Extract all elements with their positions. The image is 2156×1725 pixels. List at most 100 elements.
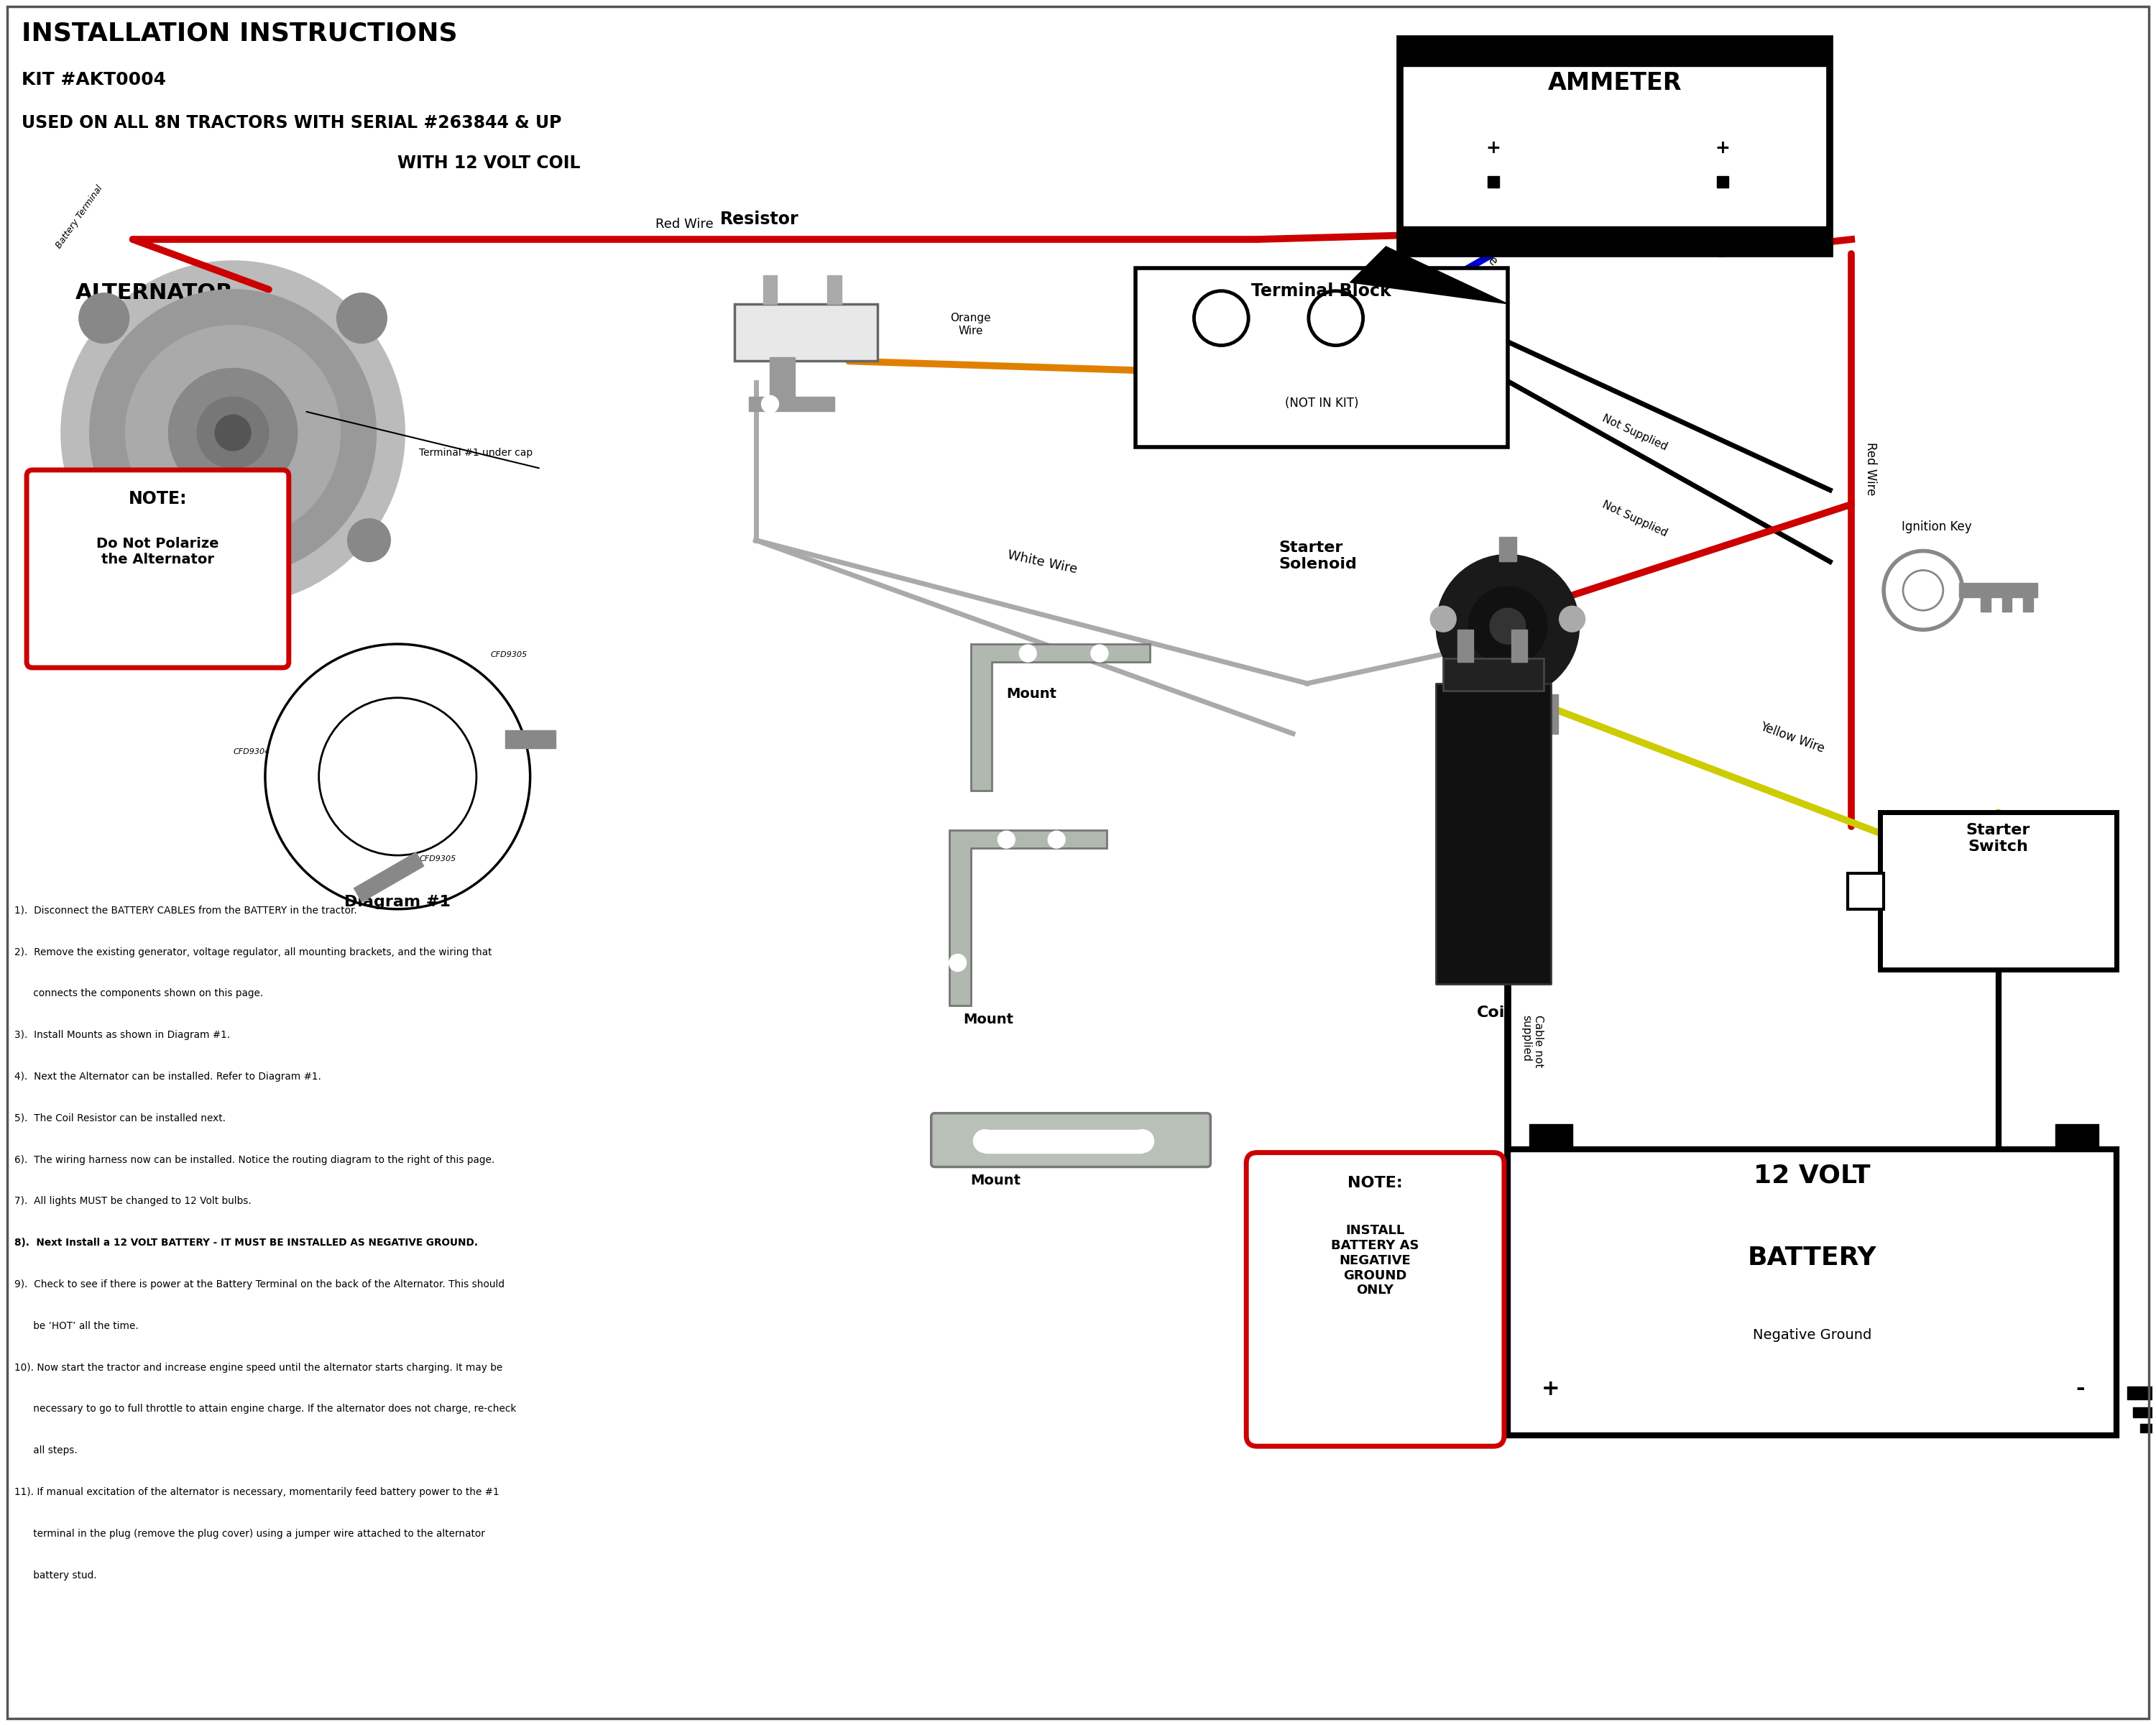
Bar bbox=[1498, 536, 1516, 562]
Text: INSTALL
BATTERY AS
NEGATIVE
GROUND
ONLY: INSTALL BATTERY AS NEGATIVE GROUND ONLY bbox=[1330, 1225, 1419, 1297]
Text: all steps.: all steps. bbox=[15, 1446, 78, 1456]
Text: NOTE:: NOTE: bbox=[129, 490, 188, 507]
Circle shape bbox=[1490, 609, 1526, 643]
Bar bbox=[1848, 873, 1884, 909]
Bar bbox=[1436, 683, 1550, 985]
Circle shape bbox=[1132, 1130, 1153, 1152]
Bar bbox=[770, 357, 796, 400]
Text: +: + bbox=[1460, 612, 1473, 626]
Text: battery stud.: battery stud. bbox=[15, 1570, 97, 1580]
Text: Negative Ground: Negative Ground bbox=[1753, 1328, 1871, 1342]
Text: 6).  The wiring harness now can be installed. Notice the routing diagram to the : 6). The wiring harness now can be instal… bbox=[15, 1154, 494, 1164]
Text: Mount: Mount bbox=[964, 1013, 1013, 1026]
Text: 11). If manual excitation of the alternator is necessary, momentarily feed batte: 11). If manual excitation of the alterna… bbox=[15, 1487, 500, 1497]
Text: be ‘HOT’ all the time.: be ‘HOT’ all the time. bbox=[15, 1321, 138, 1332]
Bar bbox=[354, 852, 425, 902]
Text: WITH 12 VOLT COIL: WITH 12 VOLT COIL bbox=[397, 155, 580, 173]
Text: Battery Terminal: Battery Terminal bbox=[54, 183, 103, 250]
Bar bbox=[2132, 1408, 2156, 1418]
Bar bbox=[735, 304, 877, 361]
Text: BATTERY: BATTERY bbox=[1749, 1245, 1876, 1270]
Polygon shape bbox=[970, 643, 1149, 790]
Text: -: - bbox=[1518, 612, 1524, 626]
Circle shape bbox=[80, 293, 129, 343]
Text: CFD9305: CFD9305 bbox=[418, 856, 455, 862]
Circle shape bbox=[168, 367, 298, 497]
Bar bbox=[828, 276, 841, 304]
Text: Starter
Switch: Starter Switch bbox=[1966, 823, 2031, 854]
Text: +: + bbox=[1714, 140, 1729, 157]
Circle shape bbox=[975, 1130, 996, 1152]
Circle shape bbox=[125, 326, 341, 540]
Bar bbox=[1880, 812, 2117, 969]
Bar bbox=[1399, 38, 1830, 66]
Text: Mount: Mount bbox=[1007, 687, 1056, 700]
Bar bbox=[1457, 693, 1559, 733]
Circle shape bbox=[60, 260, 405, 605]
Bar bbox=[2128, 1387, 2156, 1399]
Text: Not Supplied: Not Supplied bbox=[1600, 499, 1669, 538]
Text: CFD9305: CFD9305 bbox=[492, 652, 528, 659]
Text: terminal in the plug (remove the plug cover) using a jumper wire attached to the: terminal in the plug (remove the plug co… bbox=[15, 1528, 485, 1539]
Circle shape bbox=[347, 519, 390, 562]
Bar bbox=[1136, 267, 1507, 447]
Circle shape bbox=[196, 397, 270, 469]
Text: White Wire: White Wire bbox=[1007, 549, 1078, 576]
Circle shape bbox=[91, 290, 375, 576]
Text: 1).  Disconnect the BATTERY CABLES from the BATTERY in the tractor.: 1). Disconnect the BATTERY CABLES from t… bbox=[15, 906, 358, 916]
Bar bbox=[1399, 226, 1830, 254]
Text: Blue Wire: Blue Wire bbox=[1451, 219, 1501, 267]
FancyBboxPatch shape bbox=[931, 1113, 1210, 1166]
Text: Starter
Solenoid: Starter Solenoid bbox=[1279, 540, 1356, 571]
Text: +: + bbox=[1542, 1378, 1561, 1399]
Circle shape bbox=[761, 395, 778, 412]
Text: 7).  All lights MUST be changed to 12 Volt bulbs.: 7). All lights MUST be changed to 12 Vol… bbox=[15, 1195, 252, 1206]
Text: Red Wire: Red Wire bbox=[1865, 442, 1878, 495]
Polygon shape bbox=[1350, 247, 1507, 304]
Text: Terminal Block: Terminal Block bbox=[1250, 283, 1391, 300]
Text: 9).  Check to see if there is power at the Battery Terminal on the back of the A: 9). Check to see if there is power at th… bbox=[15, 1280, 505, 1289]
Bar bbox=[1507, 1149, 2117, 1435]
Bar bbox=[505, 730, 556, 749]
Text: KIT #AKT0004: KIT #AKT0004 bbox=[22, 71, 166, 88]
Bar bbox=[985, 1130, 1143, 1152]
Text: Not Supplied: Not Supplied bbox=[1600, 412, 1669, 452]
Circle shape bbox=[1468, 587, 1548, 666]
Bar bbox=[1399, 38, 1830, 254]
Circle shape bbox=[1429, 605, 1455, 631]
Circle shape bbox=[998, 831, 1015, 849]
Bar bbox=[2141, 1425, 2156, 1433]
Bar bbox=[2003, 588, 2012, 612]
Text: CFD9304: CFD9304 bbox=[233, 749, 270, 756]
FancyBboxPatch shape bbox=[1246, 1152, 1505, 1446]
Text: 12V: 12V bbox=[1485, 837, 1501, 845]
FancyBboxPatch shape bbox=[26, 469, 289, 668]
Bar bbox=[763, 276, 776, 304]
Text: Red Wire: Red Wire bbox=[655, 217, 714, 231]
Text: AMMETER: AMMETER bbox=[1548, 71, 1682, 95]
Circle shape bbox=[1559, 605, 1585, 631]
Bar bbox=[1511, 630, 1526, 662]
Circle shape bbox=[336, 293, 386, 343]
Text: 10). Now start the tractor and increase engine speed until the alternator starts: 10). Now start the tractor and increase … bbox=[15, 1363, 502, 1373]
Circle shape bbox=[949, 954, 966, 971]
Text: Do Not Polarize
the Alternator: Do Not Polarize the Alternator bbox=[97, 536, 220, 566]
Text: NOTE:: NOTE: bbox=[1348, 1176, 1404, 1190]
Text: 2).  Remove the existing generator, voltage regulator, all mounting brackets, an: 2). Remove the existing generator, volta… bbox=[15, 947, 492, 957]
Bar bbox=[2022, 597, 2033, 612]
Text: (NOT IN KIT): (NOT IN KIT) bbox=[1285, 397, 1358, 411]
Text: 12 VOLT: 12 VOLT bbox=[1753, 1163, 1871, 1189]
Bar bbox=[748, 397, 834, 411]
Text: ALTERNATOR: ALTERNATOR bbox=[75, 283, 233, 304]
Text: 4).  Next the Alternator can be installed. Refer to Diagram #1.: 4). Next the Alternator can be installed… bbox=[15, 1071, 321, 1082]
Bar bbox=[2055, 1125, 2098, 1149]
Text: USED ON ALL 8N TRACTORS WITH SERIAL #263844 & UP: USED ON ALL 8N TRACTORS WITH SERIAL #263… bbox=[22, 114, 563, 131]
Circle shape bbox=[1020, 645, 1037, 662]
Bar bbox=[1981, 597, 1990, 612]
Text: +: + bbox=[1485, 140, 1501, 157]
Bar bbox=[1457, 630, 1473, 662]
Text: 3).  Install Mounts as shown in Diagram #1.: 3). Install Mounts as shown in Diagram #… bbox=[15, 1030, 231, 1040]
Text: Coil: Coil bbox=[1477, 1006, 1509, 1019]
Text: -: - bbox=[2076, 1378, 2085, 1399]
Bar bbox=[1473, 730, 1544, 762]
